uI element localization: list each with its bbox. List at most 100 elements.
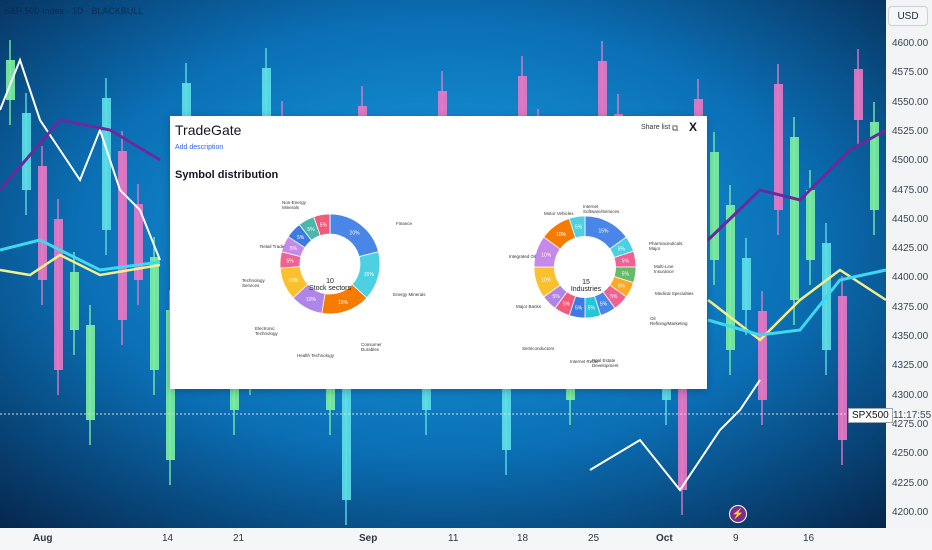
candle [22, 93, 31, 215]
sector-label: Internet Software/Services [583, 204, 620, 214]
slice-percent-label: 5% [287, 259, 295, 265]
price-axis-label: 4450.00 [892, 213, 929, 225]
candle [838, 276, 847, 465]
donut-slice[interactable] [568, 215, 586, 239]
candle [86, 305, 95, 445]
candle [102, 78, 111, 255]
price-axis[interactable] [886, 0, 932, 528]
slice-percent-label: 20% [350, 230, 361, 236]
time-axis-label: 21 [233, 533, 245, 544]
slice-percent-label: 5% [618, 246, 626, 252]
slice-percent-label: 5% [588, 305, 596, 311]
close-button[interactable]: X [689, 120, 698, 134]
price-axis-label: 4350.00 [892, 331, 929, 342]
candle [790, 117, 799, 325]
currency-button[interactable]: USD [888, 6, 928, 26]
candle [742, 238, 751, 335]
sector-label: Health Technology [297, 353, 334, 358]
price-axis-label: 4200.00 [892, 506, 929, 518]
slice-percent-label: 10% [288, 278, 299, 284]
time-axis[interactable] [0, 528, 932, 550]
link-icon[interactable]: ⧉ [672, 123, 679, 133]
sector-label: Energy Minerals [393, 292, 426, 297]
price-axis-label: 4425.00 [892, 243, 929, 255]
donut1-caption: Stock sectors [308, 285, 351, 292]
candle [870, 102, 879, 235]
price-line [589, 379, 761, 492]
slice-percent-label: 5% [553, 294, 561, 300]
sector-label: Retail Trade [260, 244, 285, 249]
price-axis-label: 4475.00 [892, 184, 929, 196]
time-axis-label: 14 [162, 533, 174, 544]
sector-label: Major Banks [516, 304, 542, 309]
time-axis-label: 18 [517, 533, 529, 544]
slice-percent-label: 10% [541, 252, 552, 258]
price-axis-label: 4525.00 [892, 125, 929, 137]
price-axis-label: 4275.00 [892, 418, 929, 430]
share-list-button[interactable]: Share list [641, 124, 671, 131]
sector-label: Finance [396, 221, 413, 226]
slice-percent-label: 5% [575, 305, 583, 311]
industries-donut: 15%5%5%5%5%5%5%5%5%5%5%10%10%10%5% [533, 215, 637, 319]
candle [758, 291, 767, 425]
donut2-count: 15 [582, 279, 590, 286]
slice-percent-label: 5% [320, 223, 328, 229]
sector-label: Medical Specialties [655, 291, 694, 296]
price-axis-label: 4400.00 [892, 272, 929, 284]
moving-average-line [0, 118, 161, 191]
sector-label: Real Estate Development [592, 358, 619, 368]
sector-label: Oil Refining/Marketing [650, 316, 688, 326]
sector-label: Motor Vehicles [544, 211, 574, 216]
stock-sectors-donut: 20%15%15%10%10%5%5%5%5%5% [279, 213, 381, 315]
slice-percent-label: 5% [563, 301, 571, 307]
countdown-label: 11:17:55 [893, 410, 932, 421]
sector-label: Internet Retail [570, 359, 599, 364]
watchlist-panel: TradeGate Add description Share list ⧉ X… [170, 116, 707, 389]
slice-percent-label: 5% [290, 246, 298, 252]
slice-percent-label: 15% [364, 272, 375, 278]
price-axis-label: 4575.00 [892, 67, 929, 79]
donut-slice[interactable] [313, 213, 331, 237]
time-axis-label: 11 [448, 533, 459, 544]
slice-percent-label: 5% [618, 284, 626, 290]
price-axis-label: 4500.00 [892, 155, 929, 167]
slice-percent-label: 5% [297, 235, 305, 241]
sector-label: Multi-Line Insurance [654, 264, 674, 274]
candle [854, 49, 863, 145]
sector-label: Pharmaceuticals: Major [649, 241, 684, 251]
symbol-header[interactable]: S&P 500 Index · 1D · BLACKBULL [4, 6, 144, 16]
price-axis-label: 4550.00 [892, 96, 929, 108]
price-axis-label: 4250.00 [892, 448, 929, 460]
sector-label: Integrated Oil [509, 254, 537, 259]
candle [134, 184, 143, 305]
donut2-center: 15 Industries [554, 279, 618, 293]
lightning-icon[interactable]: ⚡ [729, 505, 747, 523]
slice-percent-label: 5% [600, 301, 608, 307]
slice-percent-label: 5% [610, 294, 618, 300]
slice-percent-label: 15% [338, 300, 349, 306]
time-axis-label: Oct [656, 533, 673, 544]
donut2-caption: Industries [570, 286, 602, 293]
price-axis-label: 4225.00 [892, 477, 929, 489]
moving-average-line [707, 268, 887, 337]
candle [118, 131, 127, 345]
candle [726, 185, 735, 375]
candle [710, 132, 719, 285]
sector-label: Consumer Durables [361, 342, 382, 352]
moving-average-line [706, 128, 887, 242]
slice-percent-label: 10% [556, 232, 567, 238]
time-axis-label: 25 [588, 533, 600, 544]
price-line [0, 57, 161, 261]
price-axis-label: 4375.00 [892, 301, 929, 313]
sector-label: Semiconductors [522, 346, 555, 351]
time-axis-label: 9 [733, 533, 739, 544]
slice-percent-label: 5% [622, 271, 630, 277]
donut1-count: 10 [326, 278, 334, 285]
sector-label: Electronic Technology [255, 326, 278, 336]
add-description-link[interactable]: Add description [175, 144, 224, 151]
slice-percent-label: 5% [575, 225, 583, 231]
candle [38, 146, 47, 305]
panel-title: TradeGate [175, 122, 242, 138]
sector-label: Non-Energy Minerals [282, 200, 307, 210]
sector-label: Technology Services [242, 278, 265, 288]
